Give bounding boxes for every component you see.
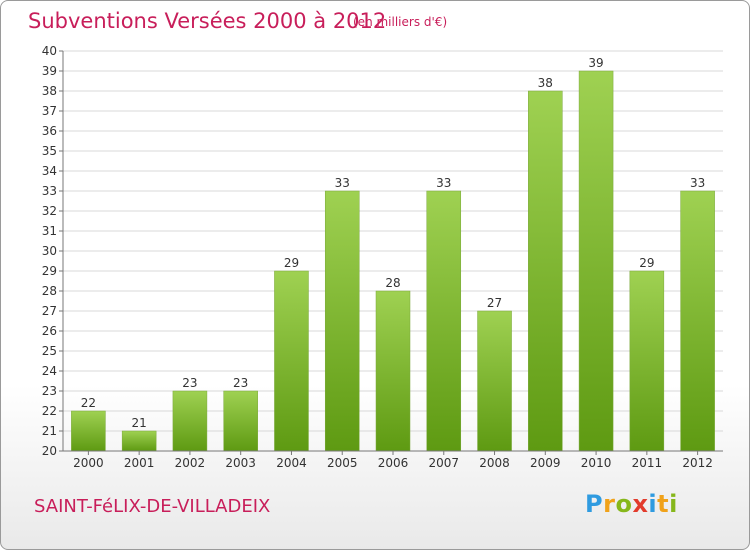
data-label: 29	[284, 256, 299, 270]
y-tick-label: 38	[42, 84, 57, 98]
y-tick-label: 37	[42, 104, 57, 118]
bar	[578, 70, 614, 452]
chart-subtitle: (en milliers d'€)	[353, 15, 448, 29]
data-label: 23	[233, 376, 248, 390]
y-tick-label: 33	[42, 184, 57, 198]
y-tick-label: 40	[42, 44, 57, 58]
data-label: 33	[335, 176, 350, 190]
y-tick-label: 27	[42, 304, 57, 318]
bar	[324, 190, 360, 452]
data-label: 21	[132, 416, 147, 430]
bar	[172, 390, 208, 452]
x-tick-label: 2000	[73, 456, 104, 470]
x-tick-label: 2012	[682, 456, 713, 470]
y-tick-label: 26	[42, 324, 57, 338]
x-tick-label: 2002	[175, 456, 206, 470]
y-tick-label: 22	[42, 404, 57, 418]
y-tick-label: 28	[42, 284, 57, 298]
data-label: 22	[81, 396, 96, 410]
y-tick-label: 24	[42, 364, 57, 378]
y-tick-label: 31	[42, 224, 57, 238]
data-label: 27	[487, 296, 502, 310]
data-label: 33	[690, 176, 705, 190]
x-tick-label: 2008	[479, 456, 510, 470]
bar	[274, 270, 309, 452]
y-tick-label: 32	[42, 204, 57, 218]
bar-chart: 20 21 22 23 24 25 26 27 28 29 30 31 32 33 34 35 36 37 38 39…	[42, 44, 723, 470]
y-tick-label: 29	[42, 264, 57, 278]
data-label: 33	[436, 176, 451, 190]
bar	[426, 190, 462, 452]
x-tick-label: 2006	[378, 456, 409, 470]
x-tick-label: 2010	[581, 456, 612, 470]
x-tick-label: 2011	[632, 456, 663, 470]
bar	[223, 390, 258, 452]
data-label: 29	[639, 256, 654, 270]
x-tick-label: 2003	[225, 456, 256, 470]
data-label: 39	[588, 56, 603, 70]
y-tick-label: 30	[42, 244, 57, 258]
x-tick-label: 2004	[276, 456, 307, 470]
y-tick-label: 21	[42, 424, 57, 438]
commune-name: SAINT-FéLIX-DE-VILLADEIX	[34, 496, 271, 517]
bar	[528, 90, 563, 452]
x-tick-label: 2001	[124, 456, 155, 470]
x-tick-label: 2007	[428, 456, 459, 470]
x-tick-label: 2005	[327, 456, 358, 470]
bar	[71, 410, 106, 452]
y-tick-label: 23	[42, 384, 57, 398]
x-tick-label: 2009	[530, 456, 561, 470]
data-label: 23	[182, 376, 197, 390]
chart-title: Subventions Versées 2000 à 2012	[28, 9, 387, 33]
bar	[121, 430, 157, 452]
proxiti-logo: Proxiti	[585, 490, 678, 518]
bar	[477, 310, 512, 452]
y-tick-label: 20	[42, 444, 57, 458]
y-tick-label: 36	[42, 124, 57, 138]
data-label: 28	[385, 276, 400, 290]
y-tick-label: 35	[42, 144, 57, 158]
y-tick-label: 39	[42, 64, 57, 78]
bar	[629, 270, 665, 452]
bar	[680, 190, 715, 452]
y-tick-label: 34	[42, 164, 57, 178]
bar	[375, 290, 411, 452]
y-tick-label: 25	[42, 344, 57, 358]
data-label: 38	[538, 76, 553, 90]
